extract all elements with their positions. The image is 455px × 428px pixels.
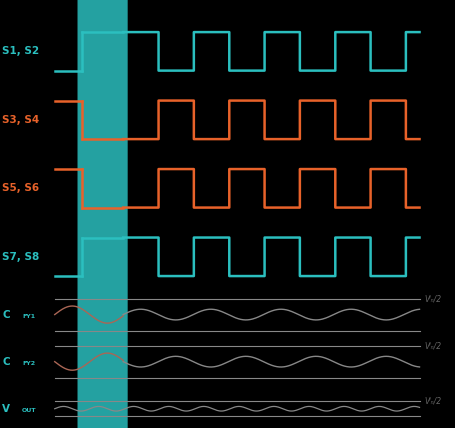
- Text: Vᴵₙ/2: Vᴵₙ/2: [423, 396, 440, 406]
- Text: C: C: [2, 357, 10, 367]
- Text: FY2: FY2: [23, 361, 36, 366]
- Text: FY1: FY1: [23, 314, 36, 319]
- Text: Vᴵₙ/2: Vᴵₙ/2: [423, 341, 440, 350]
- Text: S3, S4: S3, S4: [2, 115, 40, 125]
- Text: C: C: [2, 309, 10, 320]
- Text: V: V: [2, 404, 10, 414]
- Text: S5, S6: S5, S6: [2, 183, 39, 193]
- Text: OUT: OUT: [21, 408, 36, 413]
- Text: S7, S8: S7, S8: [2, 252, 40, 262]
- Text: S1, S2: S1, S2: [2, 46, 39, 56]
- FancyBboxPatch shape: [77, 0, 127, 428]
- Text: Vᴵₙ/2: Vᴵₙ/2: [423, 294, 440, 303]
